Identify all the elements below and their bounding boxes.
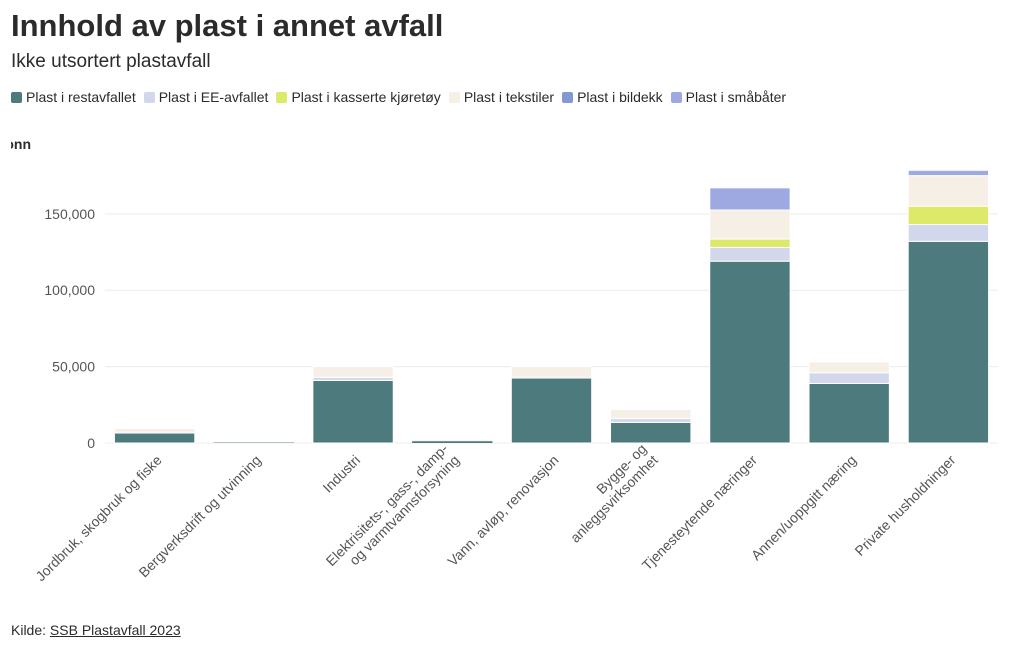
legend-item[interactable]: Plast i småbåter <box>670 89 787 105</box>
legend-item[interactable]: Plast i EE-avfallet <box>143 89 269 105</box>
legend-swatch <box>448 91 460 103</box>
x-tick-label: Vann, avløp, renovasjon <box>444 452 561 569</box>
legend-swatch <box>143 91 155 103</box>
legend-swatch <box>11 91 22 103</box>
y-tick-label: 150,000 <box>44 206 95 222</box>
x-tick-label: Industri <box>319 452 363 496</box>
bar-segment[interactable] <box>808 372 890 384</box>
bar-segment[interactable] <box>907 205 990 226</box>
x-tick-label: Tjenesteytende næringer <box>639 452 761 574</box>
bar-segment[interactable] <box>709 260 791 444</box>
bar-segment[interactable] <box>907 175 990 207</box>
x-tick-label: Private husholdninger <box>851 452 958 559</box>
legend-swatch <box>670 91 682 103</box>
y-tick-label: 50,000 <box>52 359 95 375</box>
legend-swatch <box>562 91 574 103</box>
y-tick-label: 100,000 <box>44 282 95 298</box>
bar-segment[interactable] <box>610 418 692 423</box>
bar-segment[interactable] <box>113 432 196 444</box>
legend-label: Plast i kasserte kjøretøy <box>291 89 441 105</box>
legend-item[interactable]: Plast i tekstiler <box>448 89 555 105</box>
bar-segment[interactable] <box>907 240 990 444</box>
bar-segment[interactable] <box>709 209 791 240</box>
legend-label: Plast i småbåter <box>685 89 787 105</box>
legend-label: Plast i restavfallet <box>26 89 136 105</box>
bar-segment[interactable] <box>709 187 791 211</box>
source-prefix: Kilde: <box>11 622 47 638</box>
x-tick-label-line: Annen/uoppgitt næring <box>748 452 859 563</box>
x-tick-label-line: Industri <box>319 452 363 496</box>
chart-title: Innhold av plast i annet avfall <box>11 8 444 43</box>
x-tick-label-line: Private husholdninger <box>851 452 958 559</box>
legend-label: Plast i EE-avfallet <box>158 89 269 105</box>
source-line: Kilde: SSB Plastavfall 2023 <box>11 622 181 638</box>
legend-label: Plast i bildekk <box>577 89 663 105</box>
legend-item[interactable]: Plast i restavfallet <box>11 89 136 105</box>
legend-item[interactable]: Plast i bildekk <box>562 89 663 105</box>
bar-segment[interactable] <box>113 427 196 433</box>
y-tick-label: 0 <box>87 435 95 451</box>
chart-subtitle: Ikke utsortert plastavfall <box>11 51 211 72</box>
bar-segment[interactable] <box>610 408 692 420</box>
x-tick-label-line: Vann, avløp, renovasjon <box>444 452 561 569</box>
bar-segment[interactable] <box>709 246 791 262</box>
legend-item[interactable]: Plast i kasserte kjøretøy <box>276 89 441 105</box>
bar-segment[interactable] <box>907 169 990 177</box>
bar-segment[interactable] <box>610 421 692 444</box>
x-tick-label-line: og varmtvannsforsyning <box>346 452 462 568</box>
legend-label: Plast i tekstiler <box>463 89 555 105</box>
x-tick-label-line: Elektrisitets-, gass-, damp- <box>323 440 452 569</box>
y-axis-unit-label: Tonn <box>11 136 31 152</box>
bar-segment[interactable] <box>412 441 493 443</box>
source-link[interactable]: SSB Plastavfall 2023 <box>49 622 181 638</box>
bar-segment[interactable] <box>312 366 394 378</box>
x-tick-label-line: Tjenesteytende næringer <box>639 452 761 574</box>
bar-segment[interactable] <box>510 366 593 378</box>
x-tick-label: Annen/uoppgitt næring <box>748 452 859 563</box>
bar-segment[interactable] <box>808 382 890 444</box>
bar-segment[interactable] <box>808 361 890 374</box>
bar-segment[interactable] <box>709 238 791 248</box>
legend: Plast i restavfallet Plast i EE-avfallet P… <box>11 89 794 105</box>
bar-segment[interactable] <box>312 379 394 444</box>
bar-segment[interactable] <box>510 377 593 444</box>
legend-swatch <box>276 91 288 103</box>
bar-segment[interactable] <box>907 224 990 242</box>
